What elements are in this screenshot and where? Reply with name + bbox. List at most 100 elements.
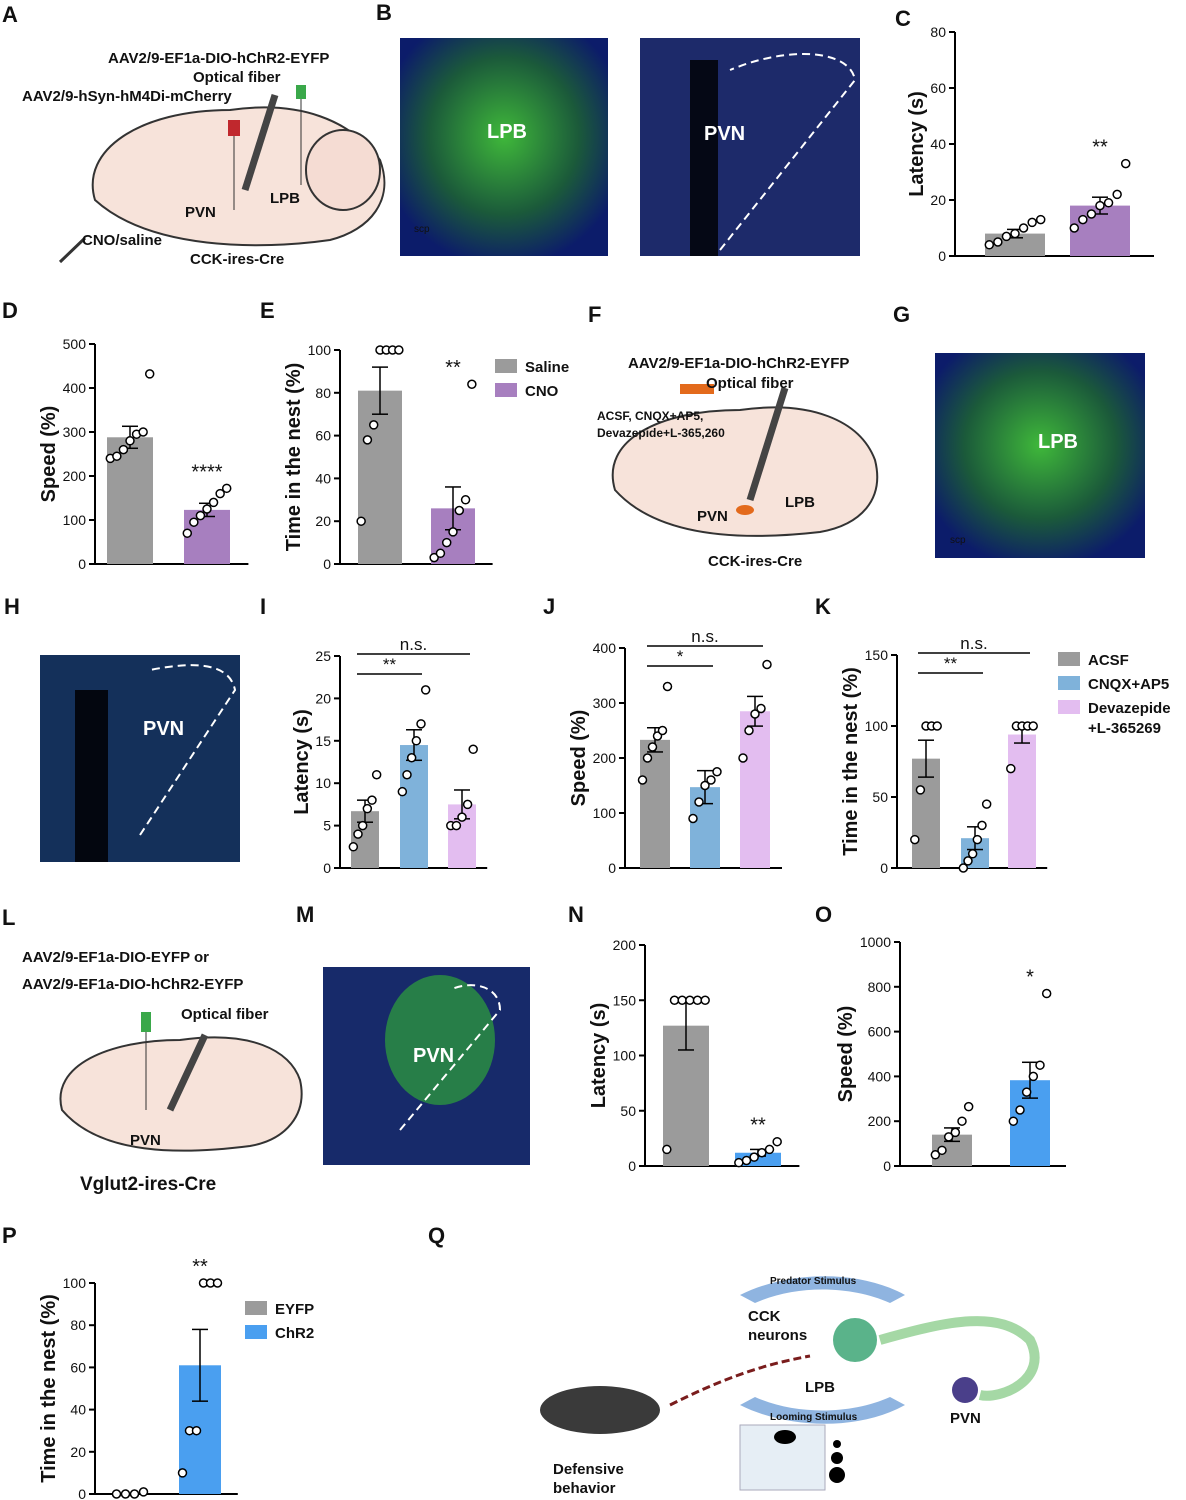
panel-letter: Q bbox=[428, 1223, 445, 1248]
data-point bbox=[1035, 214, 1046, 225]
data-point bbox=[467, 379, 477, 389]
data-point bbox=[138, 1487, 149, 1497]
label: PVN bbox=[704, 123, 745, 145]
label: PVN bbox=[130, 1132, 161, 1149]
significance: * bbox=[1026, 967, 1034, 989]
data-point bbox=[357, 820, 368, 831]
y-tick-label: 600 bbox=[868, 1024, 892, 1040]
syringe bbox=[141, 1012, 151, 1032]
outline bbox=[719, 53, 857, 251]
y-tick-label: 500 bbox=[63, 336, 87, 352]
data-point bbox=[692, 995, 703, 1005]
panel-letter: L bbox=[2, 905, 15, 930]
neuron bbox=[833, 1318, 877, 1362]
panel-letter: N bbox=[568, 902, 584, 927]
data-point bbox=[1028, 1071, 1039, 1082]
comparison: n.s. bbox=[691, 627, 718, 646]
significance: **** bbox=[191, 461, 222, 483]
data-point bbox=[468, 744, 478, 755]
data-point bbox=[1018, 223, 1029, 233]
comparison: ** bbox=[944, 654, 958, 673]
legend-swatch bbox=[1058, 676, 1080, 690]
bar bbox=[400, 745, 428, 868]
data-point bbox=[111, 1489, 122, 1499]
data-point bbox=[397, 786, 408, 797]
data-point bbox=[915, 785, 926, 795]
bar bbox=[358, 390, 402, 564]
data-point bbox=[984, 240, 995, 250]
y-axis-label: Time in the nest (%) bbox=[38, 1294, 60, 1483]
data-point bbox=[454, 505, 465, 516]
panel-letter: C bbox=[895, 6, 911, 31]
bar bbox=[1008, 734, 1036, 868]
label: Devazepide+L-365,260 bbox=[597, 426, 725, 440]
micrograph bbox=[40, 655, 240, 862]
data-point bbox=[189, 517, 199, 527]
y-axis-label: Latency (s) bbox=[291, 709, 313, 815]
panel-letter: B bbox=[376, 0, 392, 25]
label: Optical fiber bbox=[706, 375, 794, 392]
stimulus bbox=[833, 1440, 841, 1448]
y-tick-label: 60 bbox=[70, 1359, 86, 1375]
legend-label: ChR2 bbox=[275, 1325, 314, 1342]
outline bbox=[139, 664, 237, 836]
data-point bbox=[448, 527, 458, 537]
legend-swatch bbox=[495, 383, 517, 397]
infusion bbox=[736, 505, 754, 515]
data-point bbox=[353, 829, 363, 839]
y-tick-label: 40 bbox=[70, 1402, 86, 1418]
data-point bbox=[1028, 721, 1038, 731]
label: Predator Stimulus bbox=[770, 1276, 857, 1287]
label: Optical fiber bbox=[193, 69, 281, 86]
y-tick-label: 0 bbox=[323, 556, 331, 572]
data-point bbox=[435, 548, 446, 559]
data-point bbox=[1078, 214, 1088, 225]
y-tick-label: 1000 bbox=[860, 934, 891, 950]
bar bbox=[740, 711, 770, 868]
data-point bbox=[1001, 231, 1012, 242]
data-point bbox=[202, 504, 212, 514]
y-axis-label: Time in the nest (%) bbox=[283, 363, 305, 552]
y-tick-label: 300 bbox=[63, 424, 87, 440]
data-point bbox=[460, 495, 471, 505]
data-point bbox=[744, 725, 754, 736]
panel-letter: E bbox=[260, 298, 275, 323]
panel-letter: J bbox=[543, 594, 555, 619]
y-tick-label: 0 bbox=[78, 1486, 86, 1500]
label: PVN bbox=[185, 204, 216, 221]
y-tick-label: 100 bbox=[865, 718, 889, 734]
micrograph bbox=[640, 38, 860, 256]
y-tick-label: 0 bbox=[938, 248, 946, 264]
label: ACSF, CNQX+AP5, bbox=[597, 409, 703, 423]
data-point bbox=[1095, 200, 1105, 211]
data-point bbox=[221, 483, 232, 494]
y-tick-label: 5 bbox=[323, 818, 331, 834]
arrow bbox=[740, 1276, 905, 1303]
legend-label: CNQX+AP5 bbox=[1088, 676, 1169, 693]
legend-swatch bbox=[1058, 700, 1080, 714]
syringe bbox=[228, 120, 240, 136]
ventricle bbox=[690, 60, 718, 256]
label: PVN bbox=[950, 1410, 981, 1427]
stimulus bbox=[774, 1430, 796, 1444]
data-point bbox=[215, 488, 225, 499]
label: LPB bbox=[270, 190, 300, 207]
stimulus bbox=[829, 1467, 845, 1483]
label: AAV2/9-hSyn-hM4Di-mCherry bbox=[22, 88, 232, 105]
y-tick-label: 60 bbox=[930, 80, 946, 96]
data-point bbox=[963, 1101, 974, 1112]
y-axis-label: Time in the nest (%) bbox=[840, 667, 862, 856]
data-point bbox=[129, 1489, 140, 1499]
significance: ** bbox=[1092, 137, 1108, 159]
neuron bbox=[952, 1377, 978, 1403]
label: LPB bbox=[487, 121, 527, 143]
legend-label: Saline bbox=[525, 359, 569, 376]
data-point bbox=[411, 736, 422, 746]
y-tick-label: 200 bbox=[868, 1113, 892, 1129]
data-point bbox=[441, 537, 452, 548]
data-point bbox=[677, 995, 687, 1005]
data-point bbox=[429, 552, 439, 563]
comparison: * bbox=[677, 647, 684, 666]
data-point bbox=[1069, 223, 1080, 233]
